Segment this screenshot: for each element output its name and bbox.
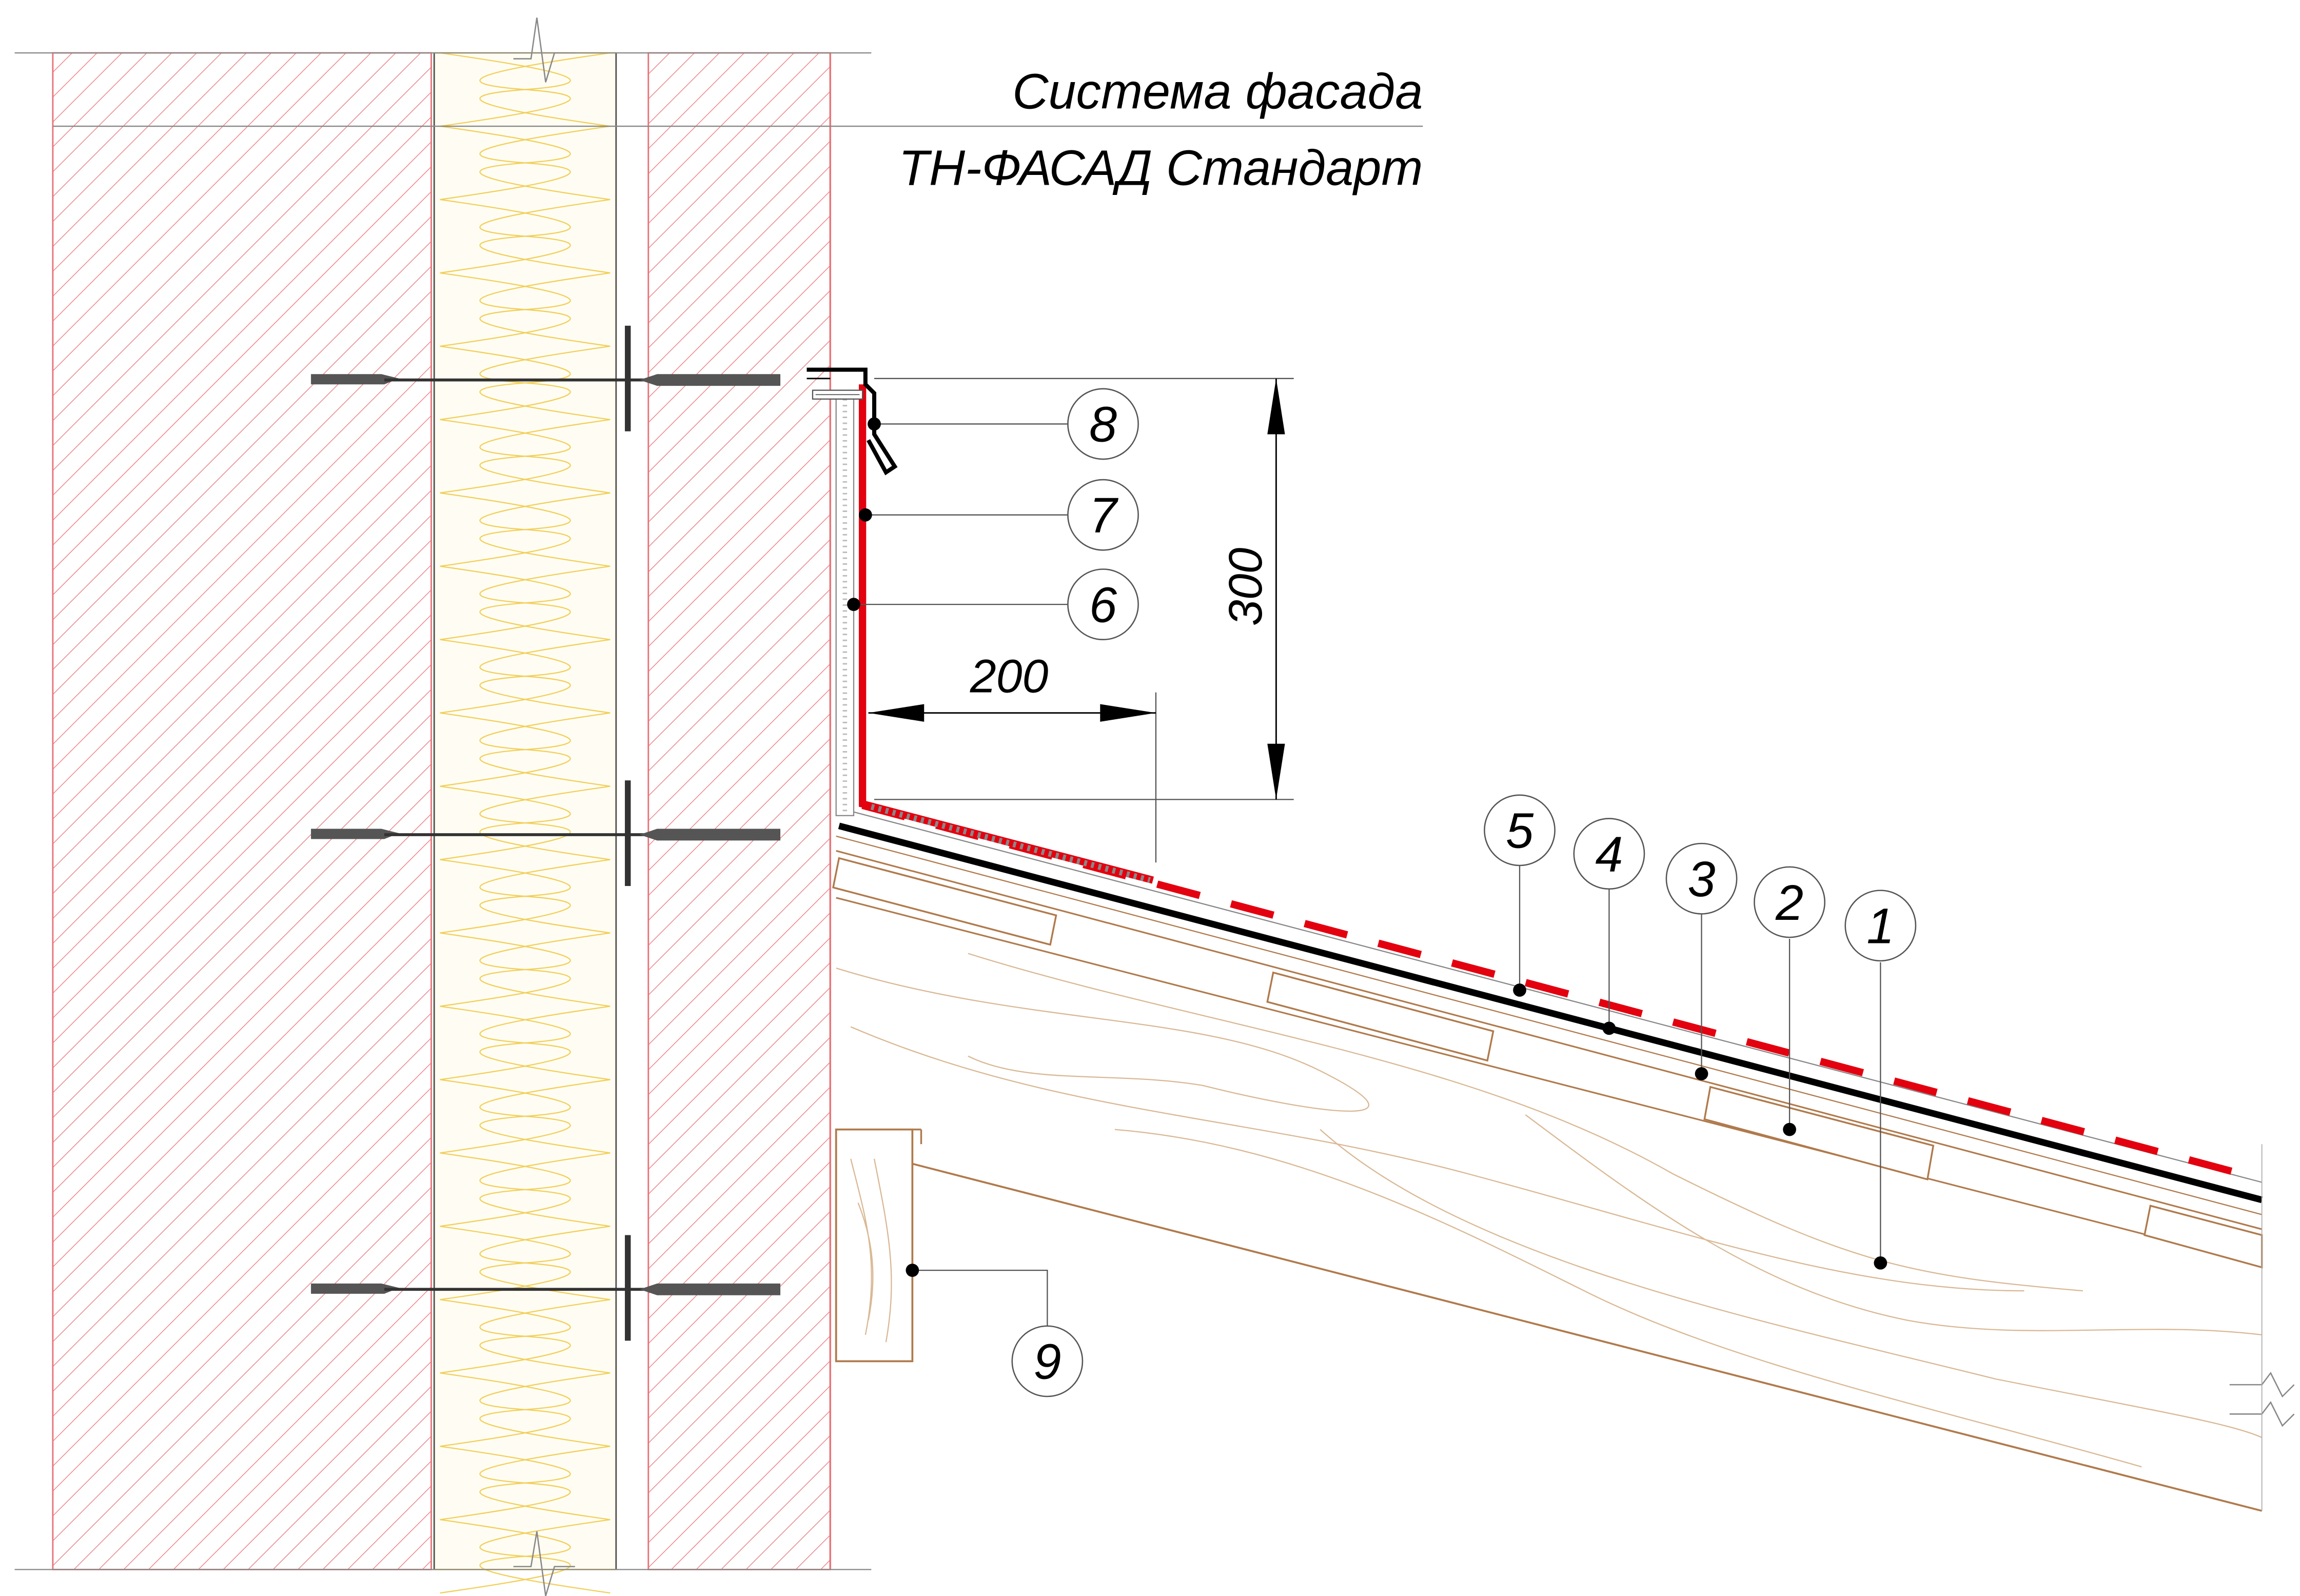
inner-masonry-layer xyxy=(52,52,432,1570)
callout-2-label: 2 xyxy=(1775,875,1803,931)
rafter xyxy=(836,897,2262,1511)
insulation-layer xyxy=(433,52,617,1570)
metal-flashing xyxy=(807,367,898,476)
battens xyxy=(832,857,2263,1269)
callout-4-label: 4 xyxy=(1595,826,1623,882)
outer-masonry-layer xyxy=(647,52,831,1570)
dimension-vertical-value: 300 xyxy=(1220,547,1272,626)
callout-4: 4 xyxy=(1573,818,1645,890)
wall-tie xyxy=(311,325,781,431)
callout-7-label: 7 xyxy=(1089,487,1119,543)
callout-1: 1 xyxy=(1844,890,1917,962)
wall-tie xyxy=(311,1235,781,1341)
title-line-1: Система фасада xyxy=(1012,64,1423,120)
callout-dots xyxy=(847,417,1888,1277)
callout-7: 7 xyxy=(1067,479,1139,551)
callouts xyxy=(853,423,1881,1326)
wall-ties xyxy=(311,325,781,1341)
dimension-horizontal: 200 xyxy=(868,651,1157,863)
callout-3: 3 xyxy=(1665,842,1738,915)
callout-2: 2 xyxy=(1754,866,1825,938)
callout-9-label: 9 xyxy=(1033,1334,1061,1390)
callout-6-label: 6 xyxy=(1089,577,1117,633)
fastener-screw xyxy=(812,389,863,400)
wood-grain xyxy=(836,953,2262,1468)
callout-8: 8 xyxy=(1067,388,1139,460)
wall-section xyxy=(14,17,1423,1596)
callout-6: 6 xyxy=(1067,568,1139,641)
dimension-vertical: 300 xyxy=(874,378,1294,800)
dimension-horizontal-value: 200 xyxy=(970,651,1049,703)
wall-tie xyxy=(311,780,781,886)
callout-5: 5 xyxy=(1484,794,1556,866)
timber-beam xyxy=(835,1128,922,1363)
title-line-2: ТН-ФАСАД Стандарт xyxy=(899,140,1423,195)
title-block: Система фасада ТН-ФАСАД Стандарт xyxy=(899,64,1423,196)
callout-8-label: 8 xyxy=(1089,397,1117,452)
break-mark-bottom xyxy=(513,1531,575,1596)
callout-1-label: 1 xyxy=(1866,898,1894,954)
break-mark-top xyxy=(513,17,575,83)
roof-section xyxy=(832,801,2295,1512)
wall-upstand xyxy=(807,367,1154,884)
callout-5-label: 5 xyxy=(1506,803,1534,859)
insulation-pattern xyxy=(440,52,611,1594)
callout-3-label: 3 xyxy=(1687,851,1715,907)
underlay-membrane xyxy=(838,822,2263,1204)
callout-9: 9 xyxy=(1011,1325,1084,1397)
